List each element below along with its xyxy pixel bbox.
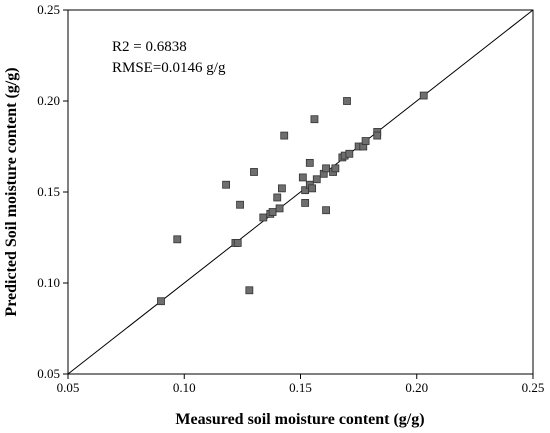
data-point (301, 199, 310, 207)
data-point (322, 206, 330, 215)
y-tick-label: 0.20 (37, 93, 60, 108)
y-tick-label: 0.05 (37, 366, 60, 381)
data-point (157, 297, 165, 306)
annotation-rmse: RMSE=0.0146 g/g (112, 60, 226, 76)
x-tick-label: 0.05 (57, 380, 80, 395)
data-point (308, 184, 317, 193)
x-tick-label: 0.15 (289, 380, 312, 395)
data-point (173, 235, 182, 244)
y-tick-label: 0.10 (37, 275, 60, 290)
y-axis-title: Predicted Soil moisture content (g/g) (3, 67, 20, 316)
x-tick-label: 0.10 (173, 380, 196, 395)
data-point (236, 200, 244, 209)
data-point (310, 115, 319, 124)
data-point (259, 213, 268, 222)
data-point (419, 91, 428, 100)
points-layer (157, 91, 428, 306)
data-point (298, 173, 307, 182)
data-point (275, 204, 284, 213)
data-point (277, 184, 286, 193)
y-tick-label: 0.25 (37, 2, 60, 17)
data-point (343, 97, 351, 105)
y-axis-ticks: 0.05 0.10 0.15 0.20 0.25 (37, 2, 68, 381)
data-point (322, 164, 330, 173)
data-point (233, 239, 242, 247)
data-point (245, 286, 254, 295)
y-tick-label: 0.15 (37, 184, 60, 199)
identity-line-layer (67, 9, 534, 375)
x-tick-label: 0.20 (405, 380, 428, 395)
identity-line (67, 9, 534, 375)
annotation-r2: R2 = 0.6838 (112, 39, 187, 55)
data-point (280, 131, 289, 140)
data-point (361, 137, 370, 145)
x-axis-title: Measured soil moisture content (g/g) (175, 411, 424, 428)
data-point (312, 175, 321, 184)
data-point (331, 164, 340, 173)
data-point (305, 158, 314, 167)
x-axis-ticks: 0.05 0.10 0.15 0.20 0.25 (57, 374, 545, 395)
data-point (250, 168, 258, 176)
data-point (345, 149, 354, 158)
data-point (222, 180, 231, 189)
data-point (273, 193, 282, 202)
data-point (373, 131, 382, 140)
data-point (268, 208, 277, 216)
x-tick-label: 0.25 (522, 380, 545, 395)
